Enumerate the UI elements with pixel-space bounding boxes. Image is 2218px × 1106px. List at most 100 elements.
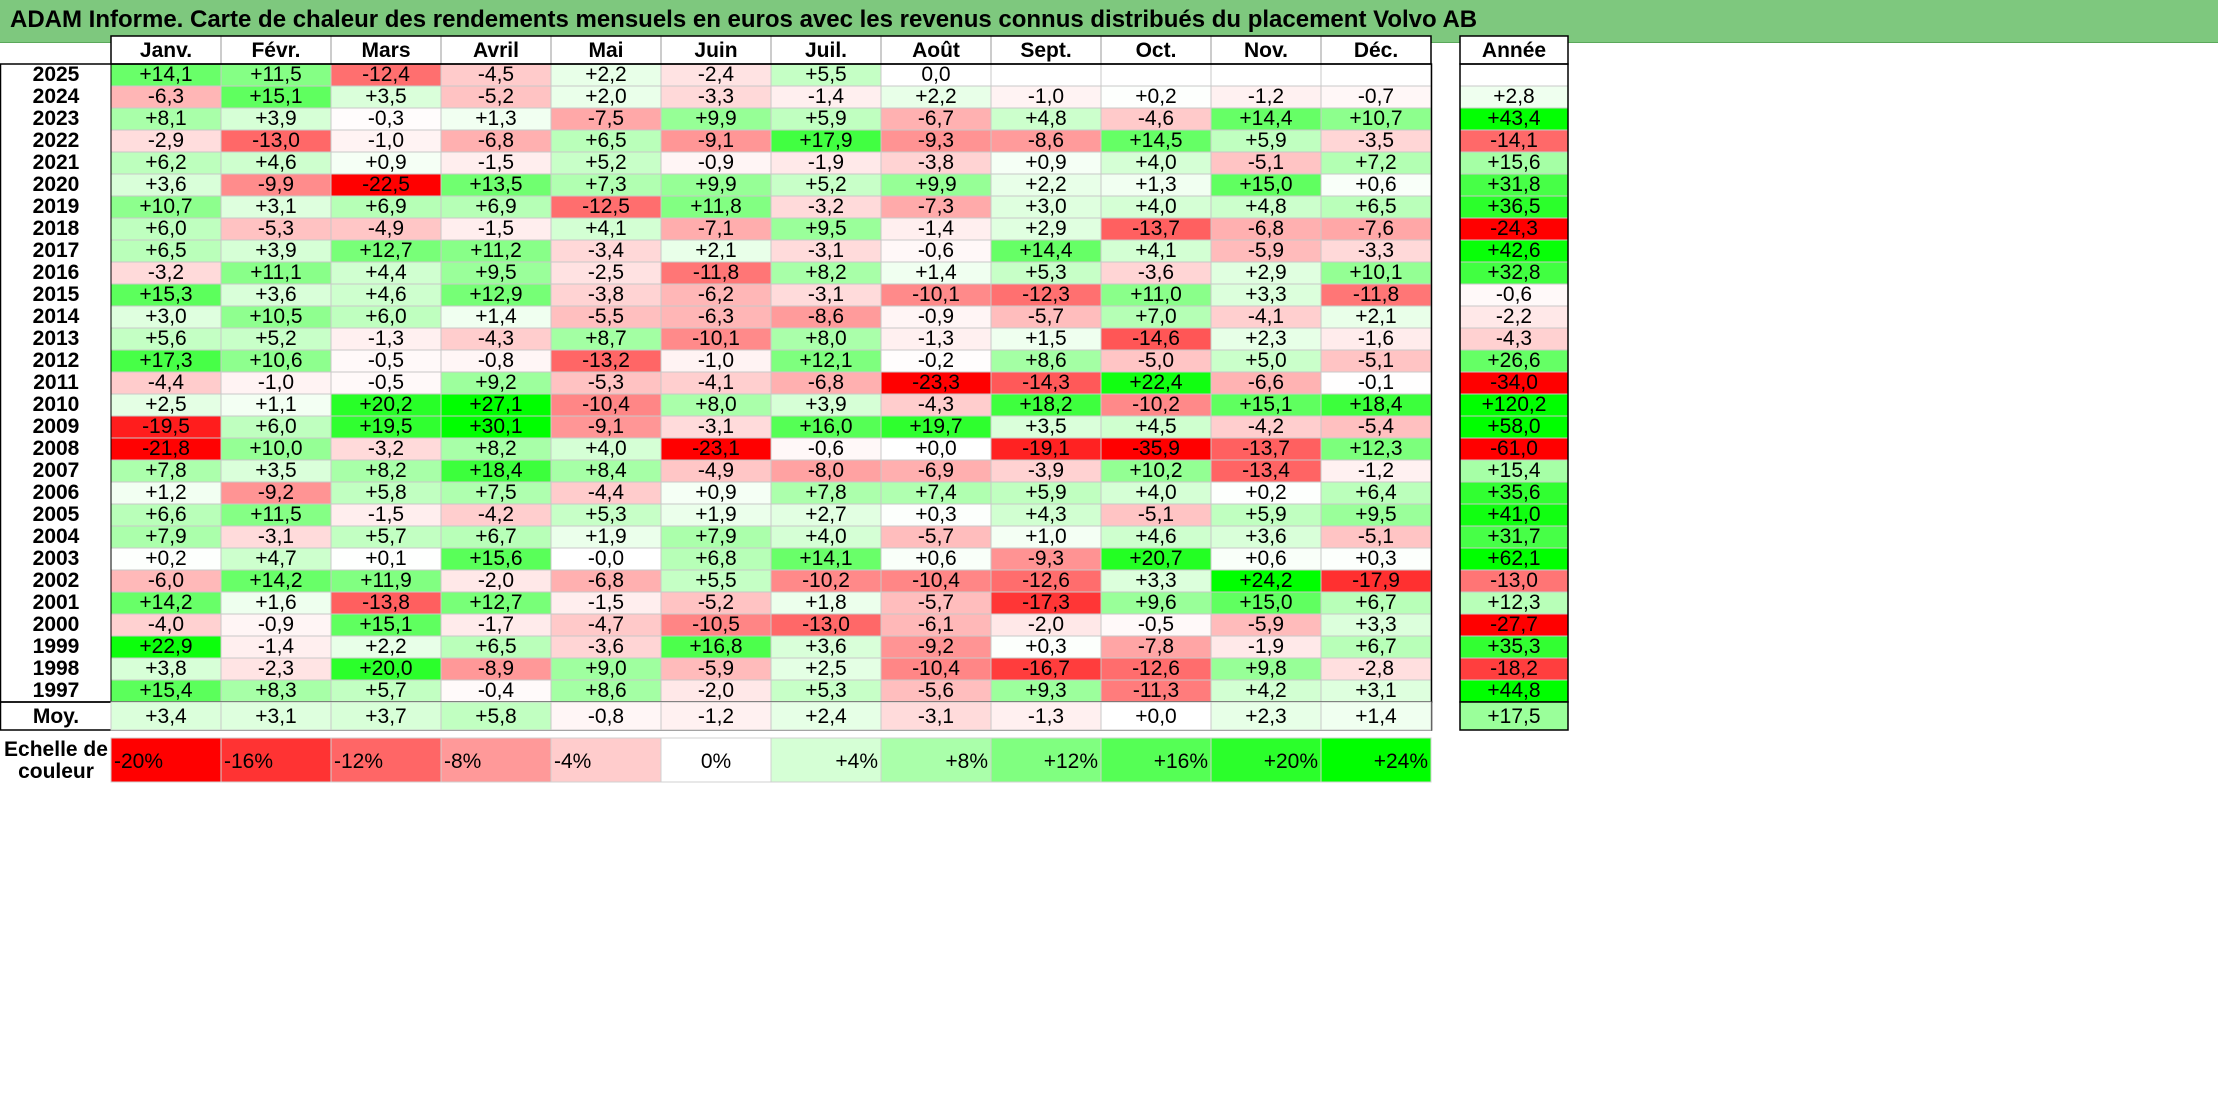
year-label: 2010 [33,393,80,416]
cell-value: +15,1 [249,85,302,108]
cell-value: -13,2 [582,349,630,372]
cell-value: -6,8 [588,569,624,592]
cell-value: -1,0 [368,129,404,152]
cell-value: +11,5 [250,503,302,526]
cell-value: -6,8 [478,129,514,152]
average-annual-value: +17,5 [1487,705,1540,728]
cell-value: +15,0 [1239,173,1292,196]
cell-value: -0,3 [368,107,404,130]
cell-value: -12,5 [582,195,630,218]
scale-stop-label: +16% [1154,750,1208,773]
cell-value: -7,5 [588,107,624,130]
cell-value: -6,0 [148,569,184,592]
cell-value: -9,1 [698,129,734,152]
cell-value: +3,9 [805,393,846,416]
annual-header: Année [1482,39,1546,62]
annual-value: +26,6 [1487,349,1540,372]
cell-value: -4,1 [1248,305,1284,328]
annual-value: +2,8 [1493,85,1534,108]
year-label: 2024 [33,85,80,108]
cell-value: +3,9 [255,239,296,262]
cell-value: +5,2 [255,327,296,350]
column-header: Janv. [140,39,192,62]
cell-value: -8,9 [478,657,514,680]
cell-value: -2,4 [698,63,735,86]
year-label: 2004 [33,525,80,548]
cell-value: -17,9 [1352,569,1400,592]
cell-value: +15,0 [1239,591,1292,614]
cell-value: -10,4 [582,393,630,416]
cell-value: +5,0 [1245,349,1286,372]
year-label: 2013 [33,327,80,350]
cell-value: -0,9 [258,613,294,636]
cell-value: -5,1 [1358,525,1394,548]
cell-value: -14,6 [1132,327,1180,350]
cell-value: -1,3 [368,327,404,350]
average-cell [880,701,992,731]
year-label: 2017 [33,239,80,262]
annual-value: -61,0 [1490,437,1538,460]
cell-value: +6,6 [145,503,186,526]
cell-value: -1,0 [1028,85,1064,108]
annual-cell [1459,63,1569,87]
year-label: 2007 [33,459,80,482]
cell-value: -5,2 [698,591,734,614]
cell-value: +20,7 [1129,547,1182,570]
scale-stop-label: -12% [334,750,383,773]
cell-value: +1,8 [805,591,846,614]
year-label: 1998 [33,657,80,680]
cell-value: +0,3 [1355,547,1396,570]
cell-value: +3,5 [255,459,296,482]
average-value: +3,4 [145,705,187,728]
cell-value: -5,3 [588,371,624,394]
cell-value: -22,5 [362,173,410,196]
average-value: +5,8 [475,705,516,728]
cell-value: -5,9 [1248,613,1284,636]
cell-value: +12,7 [469,591,522,614]
annual-value: -27,7 [1490,613,1538,636]
annual-value: +15,6 [1487,151,1540,174]
cell-value: +8,2 [475,437,516,460]
average-value: -1,2 [698,705,734,728]
cell-value: +14,2 [249,569,302,592]
cell-value: +18,4 [1349,393,1402,416]
cell-value: -3,2 [148,261,184,284]
cell-value: +10,5 [249,305,302,328]
cell-value: -12,6 [1132,657,1180,680]
cell-value: -6,1 [918,613,954,636]
cell-value: +24,2 [1239,569,1292,592]
cell-value: -1,6 [1358,327,1394,350]
cell-value: +2,7 [805,503,846,526]
cell-value: -1,0 [698,349,734,372]
scale-label: Echelle de [4,738,108,761]
cell-value: +4,8 [1025,107,1066,130]
cell-value: +8,2 [365,459,406,482]
cell-value: -8,6 [1028,129,1064,152]
cell-value: -3,1 [258,525,294,548]
cell-value: -7,1 [698,217,734,240]
cell-value: +16,0 [799,415,852,438]
annual-value: +35,6 [1487,481,1540,504]
column-header: Oct. [1136,39,1177,62]
cell-value: -0,7 [1358,85,1394,108]
average-value: +2,4 [805,705,847,728]
cell-value: -2,3 [258,657,294,680]
cell-value: +0,6 [915,547,956,570]
cell-value: -0,0 [588,547,624,570]
cell-value: +5,3 [585,503,626,526]
cell-value: +9,6 [1135,591,1176,614]
cell-value: -5,2 [478,85,514,108]
cell-value: -5,7 [918,525,954,548]
cell-value: +10,6 [249,349,302,372]
cell-value: +11,9 [360,569,412,592]
cell-value: -4,3 [478,327,514,350]
cell-value: -12,6 [1022,569,1070,592]
cell-value: -19,1 [1022,437,1070,460]
cell-value: -6,8 [1248,217,1284,240]
cell-value: +2,0 [585,85,626,108]
header-cell [1210,35,1322,65]
cell-value: +11,2 [470,239,522,262]
scale-stop-label: -4% [554,750,591,773]
cell-value: +7,9 [145,525,186,548]
cell-value: -8,0 [808,459,844,482]
